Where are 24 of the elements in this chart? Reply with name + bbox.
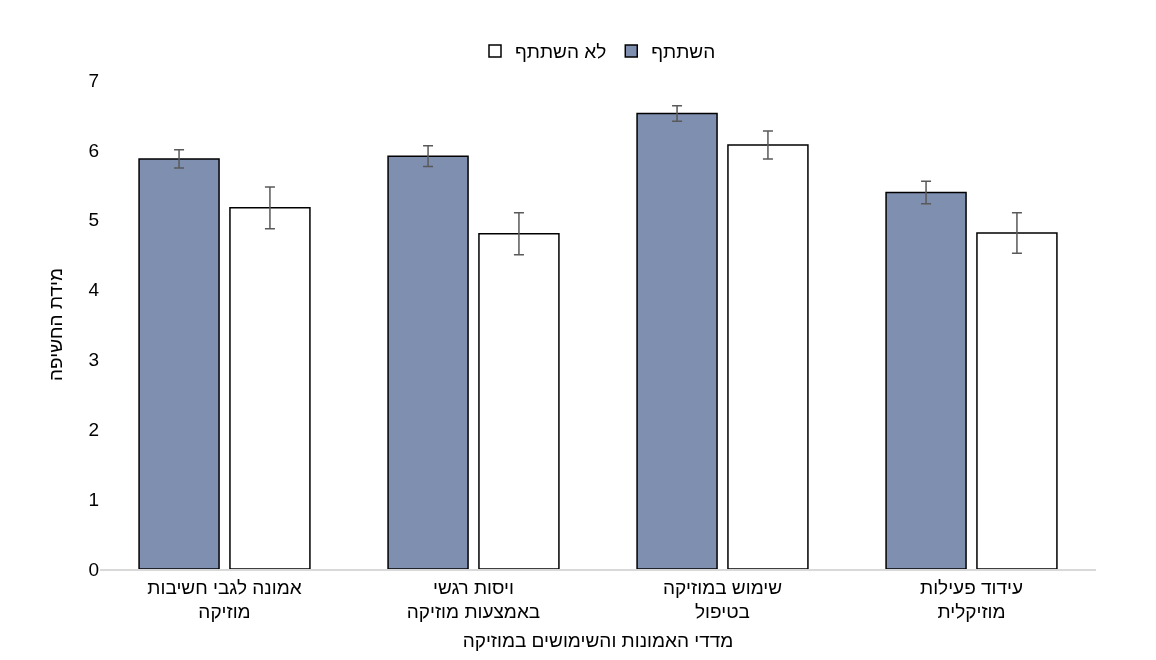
- y-tick-label: 6: [88, 139, 99, 161]
- bar: [229, 207, 311, 569]
- x-tick-label: ויסות רגשי באמצעות מוזיקה: [406, 576, 541, 623]
- bar: [885, 191, 967, 569]
- bar: [727, 144, 809, 569]
- y-tick-label: 1: [88, 488, 99, 510]
- y-tick-label: 3: [88, 349, 99, 371]
- x-tick-label: עידוד פעילות מוזיקלית: [920, 576, 1023, 623]
- y-axis-title: מידת החשיפה: [45, 268, 67, 381]
- legend-label: השתתף: [651, 41, 716, 63]
- x-tick-label: שימוש במוזיקה בטיפול: [662, 576, 783, 623]
- x-tick-label: אמונה לגבי חשיבות מוזיקה: [147, 576, 302, 623]
- bar: [976, 232, 1058, 569]
- bar: [138, 158, 220, 569]
- y-tick-label: 5: [88, 209, 99, 231]
- bar: [636, 112, 718, 569]
- y-tick-label: 4: [88, 279, 100, 301]
- legend-label: לא השתתף: [515, 41, 607, 63]
- x-axis-title: מדדי האמונות והשימושים במוזיקה: [462, 629, 734, 651]
- bar: [387, 155, 469, 569]
- y-tick-label: 2: [88, 418, 99, 440]
- y-tick-label: 0: [88, 558, 99, 580]
- y-tick-label: 7: [88, 69, 99, 91]
- bar: [478, 232, 560, 569]
